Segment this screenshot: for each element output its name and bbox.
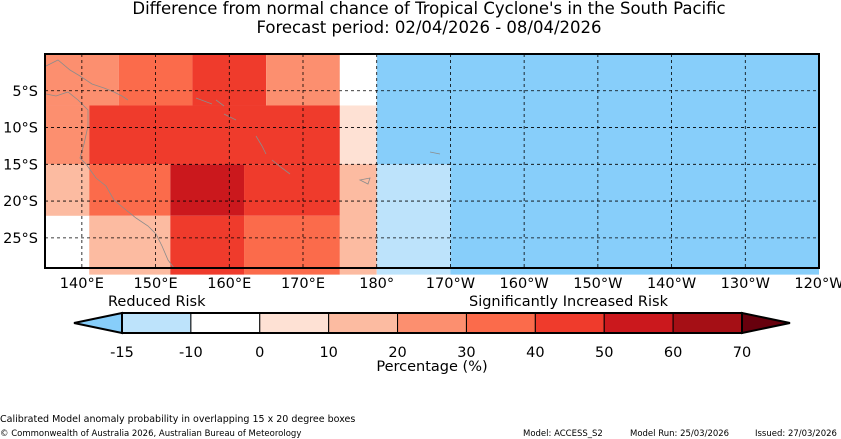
reduced-risk-label: Reduced Risk (108, 294, 206, 310)
lat-label: 25°S (3, 231, 38, 247)
colorbar-segment (259, 312, 330, 334)
colorbar-segment (190, 312, 261, 334)
longitude-labels: 140°E 150°E 160°E 170°E 180° 170°W 160°W 150°W 1… (60, 276, 841, 290)
lat-label: 20°S (3, 194, 38, 210)
footer-description: Calibrated Model anomaly probability in … (0, 414, 356, 425)
colorbar-frame (121, 312, 743, 334)
coastlines (45, 59, 441, 269)
forecast-period: Forecast period: 02/04/2026 - 08/04/2026 (256, 18, 602, 37)
grid-cell (89, 105, 340, 165)
colorbar-segment (121, 312, 192, 334)
fiji (358, 177, 371, 185)
map-title: Difference from normal chance of Tropica… (132, 0, 726, 18)
colorbar-segment (328, 312, 399, 334)
colorbar-tick-labels: -15 -10 0 10 20 30 40 50 60 70 (110, 345, 751, 361)
lon-label: 160°W (500, 276, 549, 290)
colorbar-low-extend (73, 311, 123, 335)
latitude-labels: 5°S 10°S 15°S 20°S 25°S (3, 84, 38, 247)
grid-cell (89, 215, 171, 275)
lat-label: 10°S (3, 121, 38, 137)
lon-label: 130°W (721, 276, 770, 290)
lon-label: 150°E (134, 276, 178, 290)
colorbar-tick-label: 50 (595, 345, 613, 361)
lon-label: 180° (359, 276, 394, 290)
lon-label: 170°W (426, 276, 475, 290)
footer-issued: Issued: 27/03/2026 (755, 429, 837, 439)
footer-model-run: Model Run: 25/03/2026 (630, 429, 730, 439)
grid-cell (45, 164, 90, 216)
colorbar-xlabel: Percentage (%) (376, 359, 487, 375)
colorbar: -15 -10 0 10 20 30 40 50 60 70 Percentage (%) (73, 311, 791, 375)
colorbar-segment (397, 312, 467, 334)
footer-copyright: © Commonwealth of Australia 2026, Austra… (0, 429, 302, 439)
colorbar-high-extend (741, 311, 791, 335)
colorbar-segment (672, 312, 743, 334)
grid-cell (244, 215, 340, 275)
colorbar-tick-label: 60 (664, 345, 682, 361)
colorbar-segments (121, 312, 743, 334)
lon-label: 140°E (60, 276, 104, 290)
new-guinea-coastline (45, 59, 129, 101)
increased-risk-label: Significantly Increased Risk (469, 294, 668, 310)
footer-model: Model: ACCESS_S2 (523, 429, 603, 439)
lon-label: 160°E (207, 276, 251, 290)
grid-cell (89, 164, 171, 216)
colorbar-segment (603, 312, 674, 334)
colorbar-segment (465, 312, 536, 334)
lon-label: 120°W (794, 276, 841, 290)
lon-label: 140°W (647, 276, 696, 290)
vanuatu (255, 135, 267, 155)
colorbar-tick-label: 20 (388, 345, 406, 361)
colorbar-tick-label: 10 (319, 345, 337, 361)
lat-label: 5°S (12, 84, 38, 100)
grid-cell (170, 164, 245, 216)
tropical-cyclone-map: 5°S 10°S 15°S 20°S 25°S 140°E 150°E 160°E 170°E… (3, 53, 841, 290)
colorbar-tick-label: -15 (110, 345, 134, 361)
grid-cell (339, 54, 377, 106)
colorbar-tick-label: 40 (526, 345, 544, 361)
grid-cell (339, 164, 377, 275)
australia-coastline (45, 91, 175, 269)
colorbar-tick-label: 0 (255, 345, 264, 361)
grid-cell (45, 105, 90, 165)
colorbar-tick-label: 70 (733, 345, 751, 361)
colorbar-tick-label: -10 (179, 345, 203, 361)
grid-cell (376, 164, 451, 275)
samoa (429, 151, 441, 155)
grid-cell (339, 105, 377, 165)
colorbar-tick-label: 30 (457, 345, 475, 361)
solomon-islands (195, 97, 237, 121)
grid-cell (170, 215, 245, 275)
map-frame (44, 53, 820, 269)
grid-cell (450, 164, 819, 275)
lon-label: 170°E (281, 276, 325, 290)
graticule (45, 54, 819, 268)
colorbar-segment (534, 312, 605, 334)
new-caledonia (271, 159, 291, 175)
lon-label: 150°W (573, 276, 622, 290)
grid-cell (244, 164, 340, 216)
lat-label: 15°S (3, 157, 38, 173)
